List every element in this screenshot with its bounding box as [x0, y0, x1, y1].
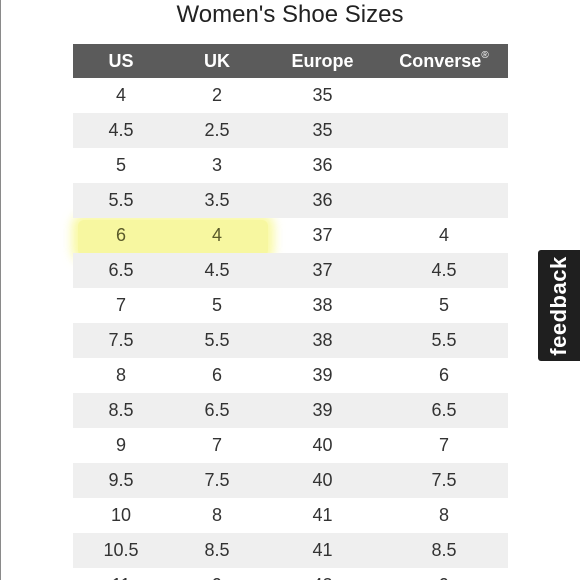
table-row: 8.5 6.5 39 6.5	[73, 393, 508, 428]
cell-uk: 6.5	[169, 393, 265, 428]
cell-uk: 4	[211, 225, 222, 245]
page-title: Women's Shoe Sizes	[176, 1, 404, 28]
header-uk: UK	[169, 44, 265, 78]
cell-europe: 37	[312, 225, 333, 245]
cell-converse	[380, 148, 508, 183]
cell-converse: 6.5	[380, 393, 508, 428]
header-europe: Europe	[265, 44, 380, 78]
cell-europe: 35	[312, 85, 333, 105]
table-row: 5.5 3.5 36	[73, 183, 508, 218]
cell-europe: 36	[312, 155, 333, 175]
cell-europe: 38	[312, 295, 333, 315]
cell-us: 9	[115, 435, 126, 455]
cell-us: 7.5	[73, 323, 169, 358]
cell-us: 8	[115, 365, 126, 385]
table-row: 6 4 37 4	[73, 218, 508, 253]
cell-us: 10	[110, 505, 132, 525]
table-row: 9.5 7.5 40 7.5	[73, 463, 508, 498]
table-row: 5 3 36	[73, 148, 508, 183]
cell-uk: 5.5	[169, 323, 265, 358]
feedback-button[interactable]: feedback	[538, 250, 580, 361]
cell-europe: 41	[312, 505, 333, 525]
cell-converse: 5.5	[380, 323, 508, 358]
table-row: 6.5 4.5 37 4.5	[73, 253, 508, 288]
cell-europe: 42	[265, 568, 380, 580]
table-row: 7.5 5.5 38 5.5	[73, 323, 508, 358]
cell-us: 4.5	[73, 113, 169, 148]
cell-uk: 3	[211, 155, 222, 175]
table-row: 10 8 41 8	[73, 498, 508, 533]
cell-converse	[380, 113, 508, 148]
cell-europe: 41	[265, 533, 380, 568]
cell-uk: 9	[169, 568, 265, 580]
registered-mark: ®	[481, 49, 489, 61]
cell-uk: 6	[211, 365, 222, 385]
cell-uk: 2.5	[169, 113, 265, 148]
cell-us: 6.5	[73, 253, 169, 288]
table-row: 10.5 8.5 41 8.5	[73, 533, 508, 568]
cell-converse: 7.5	[380, 463, 508, 498]
cell-us: 9.5	[73, 463, 169, 498]
table-row: 8 6 39 6	[73, 358, 508, 393]
left-border	[0, 0, 1, 580]
row-highlight	[78, 220, 268, 256]
cell-converse: 9	[380, 568, 508, 580]
cell-converse: 8.5	[380, 533, 508, 568]
table-row: 119429	[73, 568, 508, 580]
cell-uk: 4.5	[169, 253, 265, 288]
cell-us: 5	[115, 155, 126, 175]
cell-uk: 8.5	[169, 533, 265, 568]
cell-europe: 39	[265, 393, 380, 428]
cell-us: 8.5	[73, 393, 169, 428]
table-row: 9 7 40 7	[73, 428, 508, 463]
table-row: 4.5 2.5 35	[73, 113, 508, 148]
cell-converse	[380, 183, 508, 218]
cell-uk: 7	[211, 435, 222, 455]
cell-converse: 5	[438, 295, 449, 315]
cell-us: 6	[115, 225, 126, 245]
cell-converse	[380, 78, 508, 113]
cell-europe: 36	[265, 183, 380, 218]
cell-us: 11	[73, 568, 169, 580]
table-body: 4 2 35 4.5 2.5 35 5 3 36 5.5 3.5 36 6 4 37 4 6.5 4.5 37 4.5…	[73, 78, 508, 580]
size-chart-table: US UK Europe Converse® 4 2 35 4.5 2.5 35 5 3 36 5…	[73, 44, 508, 580]
cell-uk: 7.5	[169, 463, 265, 498]
cell-uk: 3.5	[169, 183, 265, 218]
cell-converse: 4.5	[380, 253, 508, 288]
cell-europe: 38	[265, 323, 380, 358]
cell-us: 4	[115, 85, 126, 105]
table-row: 7 5 38 5	[73, 288, 508, 323]
cell-converse: 7	[438, 435, 449, 455]
cell-us: 7	[115, 295, 126, 315]
header-converse-label: Converse	[399, 50, 482, 71]
table-header-row: US UK Europe Converse®	[73, 44, 508, 78]
cell-uk: 8	[211, 505, 222, 525]
cell-europe: 35	[265, 113, 380, 148]
cell-us: 5.5	[73, 183, 169, 218]
cell-uk: 2	[211, 85, 222, 105]
header-us: US	[73, 44, 169, 78]
cell-europe: 39	[312, 365, 333, 385]
cell-converse: 4	[438, 225, 449, 245]
cell-converse: 8	[438, 505, 449, 525]
header-converse: Converse®	[380, 44, 508, 78]
cell-europe: 40	[265, 463, 380, 498]
cell-converse: 6	[438, 365, 449, 385]
feedback-label: feedback	[546, 255, 571, 356]
cell-europe: 37	[265, 253, 380, 288]
cell-us: 10.5	[73, 533, 169, 568]
cell-europe: 40	[312, 435, 333, 455]
cell-uk: 5	[211, 295, 222, 315]
table-row: 4 2 35	[73, 78, 508, 113]
